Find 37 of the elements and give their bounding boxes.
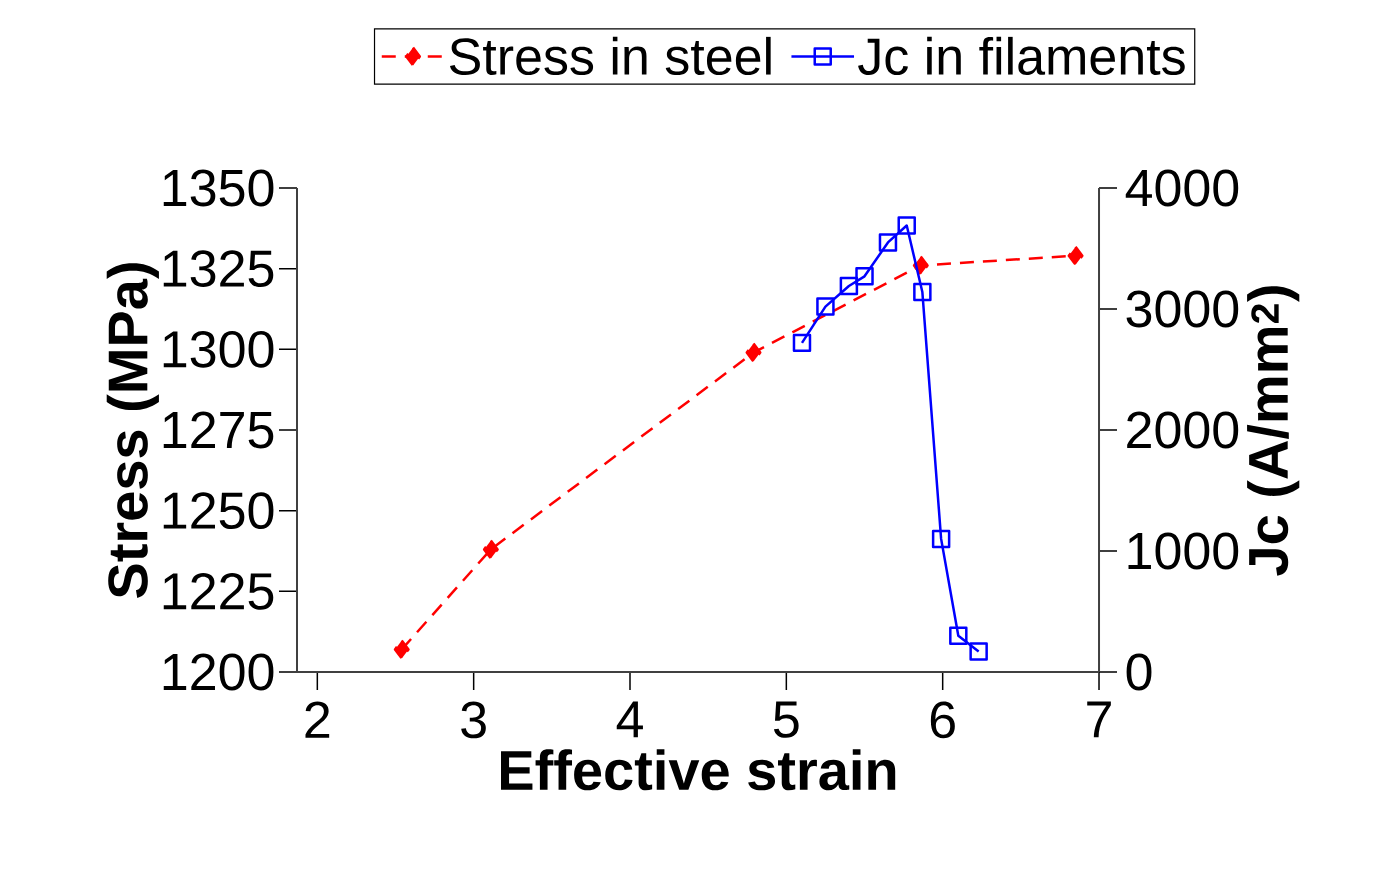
y-tick-label: 1200 <box>163 653 274 691</box>
point <box>969 642 988 661</box>
point <box>855 267 874 286</box>
x-tick-label: 4 <box>616 701 643 738</box>
x-tick-label: 7 <box>1087 701 1111 738</box>
point <box>1067 245 1084 267</box>
legend-label: Stress in steel <box>449 36 771 76</box>
y-axis-title: Stress (MPa) <box>106 263 159 598</box>
y2-tick-label: 2000 <box>1127 411 1239 449</box>
point <box>878 233 898 252</box>
point <box>816 297 835 316</box>
y2-tick-label: 1000 <box>1128 532 1239 570</box>
point <box>393 639 410 660</box>
y-tick-label: 1250 <box>163 492 274 530</box>
point <box>897 216 916 235</box>
x-axis-title: Effective strain <box>501 749 896 791</box>
y2-tick-label: 0 <box>1126 653 1152 691</box>
y2-tick-label: 3000 <box>1126 290 1239 328</box>
point <box>931 529 951 549</box>
point <box>949 626 968 645</box>
y-tick-label: 1300 <box>163 330 274 368</box>
y-tick-label: 1275 <box>163 411 274 449</box>
y-tick-label: 1225 <box>163 572 274 610</box>
x-tick-label: 5 <box>773 701 799 738</box>
x-tick-label: 2 <box>305 701 330 738</box>
y2-axis-title: Jc (A/mm$^{2}$) <box>1247 286 1300 576</box>
point <box>792 333 812 353</box>
point <box>482 539 499 560</box>
x-tick-label: 3 <box>461 701 486 739</box>
legend-label: Jc in filaments <box>858 36 1185 76</box>
point <box>745 342 762 363</box>
y2-tick-label: 4000 <box>1125 169 1239 207</box>
y-tick-label: 1325 <box>163 250 274 288</box>
point <box>913 282 932 302</box>
x-tick-label: 6 <box>930 701 955 739</box>
y-tick-label: 1350 <box>163 169 274 207</box>
point <box>839 276 859 296</box>
